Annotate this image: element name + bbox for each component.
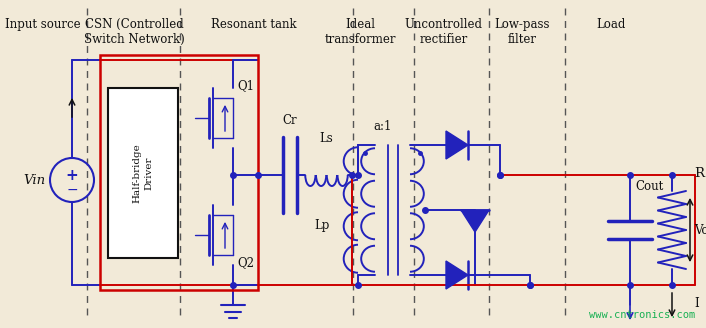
Text: Cr: Cr: [282, 114, 297, 127]
Text: Low-pass
filter: Low-pass filter: [495, 18, 550, 46]
Text: Q1: Q1: [237, 79, 254, 92]
Text: CSN (Controlled
Switch Network): CSN (Controlled Switch Network): [84, 18, 184, 46]
Text: Load: Load: [596, 18, 626, 31]
Text: Ls: Ls: [320, 132, 333, 145]
Text: Q2: Q2: [237, 256, 254, 270]
Text: Lp: Lp: [315, 218, 330, 232]
Text: +: +: [66, 169, 78, 183]
Polygon shape: [446, 131, 468, 159]
Text: I: I: [694, 297, 699, 310]
Text: R: R: [694, 167, 704, 180]
Text: Vin: Vin: [23, 174, 45, 187]
Text: Vout: Vout: [694, 223, 706, 236]
Bar: [108, 88, 178, 258]
Polygon shape: [461, 210, 489, 232]
Text: Resonant tank: Resonant tank: [211, 18, 297, 31]
Text: Cout: Cout: [635, 180, 663, 193]
Text: a:1: a:1: [373, 120, 392, 133]
Text: www.cntronics.com: www.cntronics.com: [589, 310, 695, 320]
Polygon shape: [446, 261, 468, 289]
Text: Input source: Input source: [4, 18, 80, 31]
Text: −: −: [66, 183, 78, 197]
Text: Uncontrolled
rectifier: Uncontrolled rectifier: [405, 18, 482, 46]
Text: Ideal
transformer: Ideal transformer: [324, 18, 396, 46]
Text: Half-bridge
Driver: Half-bridge Driver: [132, 143, 154, 203]
Bar: [100, 55, 258, 290]
